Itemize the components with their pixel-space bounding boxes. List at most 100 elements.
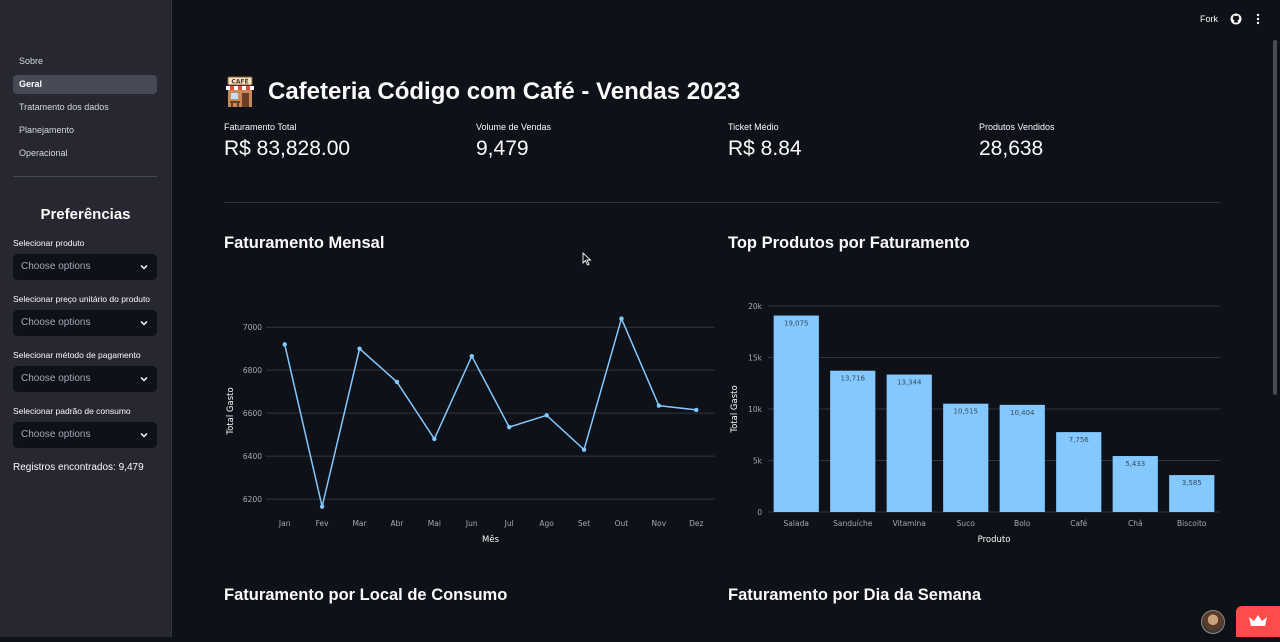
x-tick-label: Dez [689,519,703,528]
x-tick-label: Sanduíche [833,519,873,528]
bar-value-label: 7,756 [1069,436,1090,444]
metric-ticket-medio: Ticket Médio R$ 8.84 [728,122,802,161]
metric-label: Faturamento Total [224,122,297,132]
bar-value-label: 13,344 [897,379,922,387]
chevron-down-icon [140,320,148,326]
monthly-revenue-line-chart: 6200 6400 6600 6800 7000 Jan Fev Mar Abr Mai Jun Ju… [226,316,715,545]
preferences-title: Preferências [40,206,131,223]
avatar[interactable] [1201,610,1225,634]
x-tick-label: Jul [504,519,514,528]
bar [1112,456,1158,512]
records-found: Registros encontrados: 9,479 [13,462,144,473]
x-tick-label: Jan [278,519,291,528]
y-tick-label: 0 [757,508,762,517]
section-title-by-weekday: Faturamento por Dia da Semana [728,586,982,604]
sidebar-divider [13,176,157,177]
x-tick-label: Chá [1128,519,1143,528]
select-metodo-pagamento[interactable]: Choose options [13,366,157,392]
metric-value: R$ 83,828.00 [224,137,351,160]
metric-value: 28,638 [979,137,1044,160]
y-tick-label: 6600 [243,409,262,418]
fork-button[interactable]: Fork [1200,14,1218,24]
bar-value-label: 19,075 [784,320,809,328]
page-title: Cafeteria Código com Café - Vendas 2023 [268,78,741,105]
bar [830,370,876,512]
data-point [507,424,512,430]
bar [943,403,989,512]
sidebar: Sobre Geral Tratamento dos dados Planeja… [0,0,172,637]
data-point [694,407,699,413]
y-axis-label: Total Gasto [730,385,740,433]
x-tick-label: Set [578,519,590,528]
section-title-monthly: Faturamento Mensal [224,234,385,252]
nav-item-planejamento[interactable]: Planejamento [19,125,75,135]
y-tick-label: 5k [753,457,763,466]
y-tick-label: 20k [748,302,763,311]
nav-item-sobre[interactable]: Sobre [19,56,44,66]
filter-label-metodo: Selecionar método de pagamento [13,350,141,360]
metric-value: R$ 8.84 [728,137,802,160]
data-point [656,403,662,408]
metric-label: Ticket Médio [728,122,779,132]
x-tick-label: Jun [465,519,478,528]
x-tick-label: Bolo [1014,519,1031,528]
cafe-storefront-icon: CAFÉ [226,76,254,107]
bar-value-label: 5,433 [1125,460,1145,468]
nav-item-tratamento-dos-dados[interactable]: Tratamento dos dados [19,102,109,112]
bar [1169,475,1215,512]
x-tick-label: Ago [539,519,554,528]
metric-label: Volume de Vendas [476,122,552,132]
filter-label-preco: Selecionar preço unitário do produto [13,294,151,304]
y-tick-label: 6800 [243,366,262,375]
y-tick-label: 15k [748,354,763,363]
bar [773,315,819,512]
y-tick-label: 10k [748,405,763,414]
chevron-down-icon [140,376,148,382]
section-title-by-location: Faturamento por Local de Consumo [224,586,508,604]
data-point [432,436,437,442]
x-tick-label: Mar [352,519,367,528]
x-axis-label: Mês [482,534,500,545]
data-point [581,447,587,452]
select-placeholder: Choose options [21,429,91,440]
y-tick-label: 7000 [243,323,262,332]
data-point [394,379,400,385]
chevron-down-icon [140,264,148,270]
bar-value-label: 10,404 [1010,409,1035,417]
sidebar-nav: Sobre Geral Tratamento dos dados Planeja… [13,52,157,167]
nav-item-geral[interactable]: Geral [13,75,157,94]
select-placeholder: Choose options [21,373,91,384]
x-tick-label: Vitamina [893,519,926,528]
bar [886,374,932,512]
svg-text:CAFÉ: CAFÉ [231,78,248,86]
select-placeholder: Choose options [21,261,91,272]
series-line [283,316,697,507]
data-point [544,413,549,418]
bar-value-label: 10,515 [954,408,979,416]
y-tick-label: 6200 [243,495,262,504]
scrollbar[interactable] [1273,40,1277,395]
data-point [282,342,287,347]
github-icon[interactable] [1230,13,1242,25]
x-tick-label: Mai [428,519,441,528]
more-vertical-icon[interactable] [1254,13,1262,25]
filter-label-padrao: Selecionar padrão de consumo [13,406,131,416]
select-produto[interactable]: Choose options [13,254,157,280]
data-point [469,354,474,359]
select-preco-unitario[interactable]: Choose options [13,310,157,336]
bar [999,404,1045,512]
y-axis-label: Total Gasto [226,387,236,435]
x-tick-label: Café [1070,519,1087,528]
chevron-down-icon [140,432,148,438]
mouse-cursor-icon [582,252,592,266]
metric-label: Produtos Vendidos [979,122,1055,132]
x-tick-label: Suco [957,519,976,528]
select-padrao-consumo[interactable]: Choose options [13,422,157,448]
bar-value-label: 3,585 [1182,479,1202,487]
x-tick-label: Nov [652,519,667,528]
streamlit-badge[interactable] [1236,606,1280,637]
top-products-bar-chart: 0 5k 10k 15k 20k 19,075 Salada 13,716 Sanduíche 1… [730,302,1220,545]
nav-item-operacional[interactable]: Operacional [19,148,68,158]
metric-value: 9,479 [476,137,529,160]
data-point [619,316,624,321]
